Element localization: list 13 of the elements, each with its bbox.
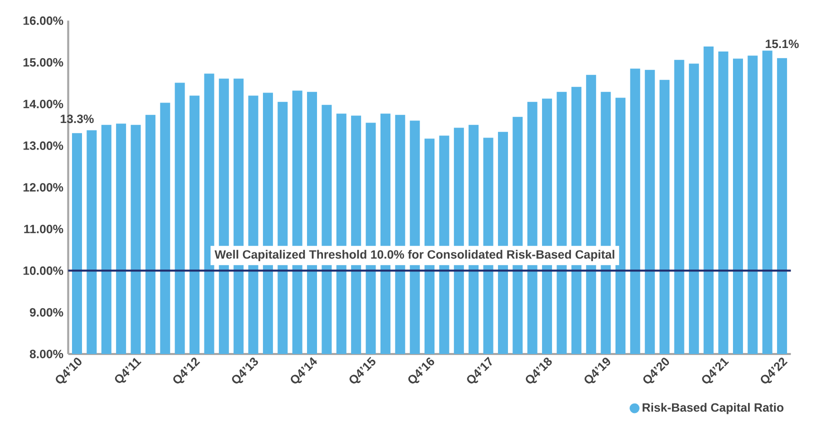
data-label: 13.3% <box>60 114 94 124</box>
y-tick-label: 15.00% <box>24 58 64 67</box>
y-tick-label: 14.00% <box>24 100 64 108</box>
y-tick-label: 8.00% <box>30 350 64 358</box>
data-label: 15.1% <box>766 40 799 48</box>
y-tick-label: 16.00% <box>24 16 64 25</box>
y-tick-label: 13.00% <box>24 141 64 150</box>
ref-line-label: Well Capitalized Threshold 10.0% for Consolidated Risk-Based Capital <box>214 250 614 262</box>
y-tick-label: 10.00% <box>24 266 64 275</box>
y-tick-label: 9.00% <box>30 308 64 317</box>
legend-label: Risk-Based Capital Ratio <box>642 402 784 414</box>
y-tick-label: 12.00% <box>24 183 64 192</box>
y-tick-label: 11.00% <box>24 224 64 234</box>
